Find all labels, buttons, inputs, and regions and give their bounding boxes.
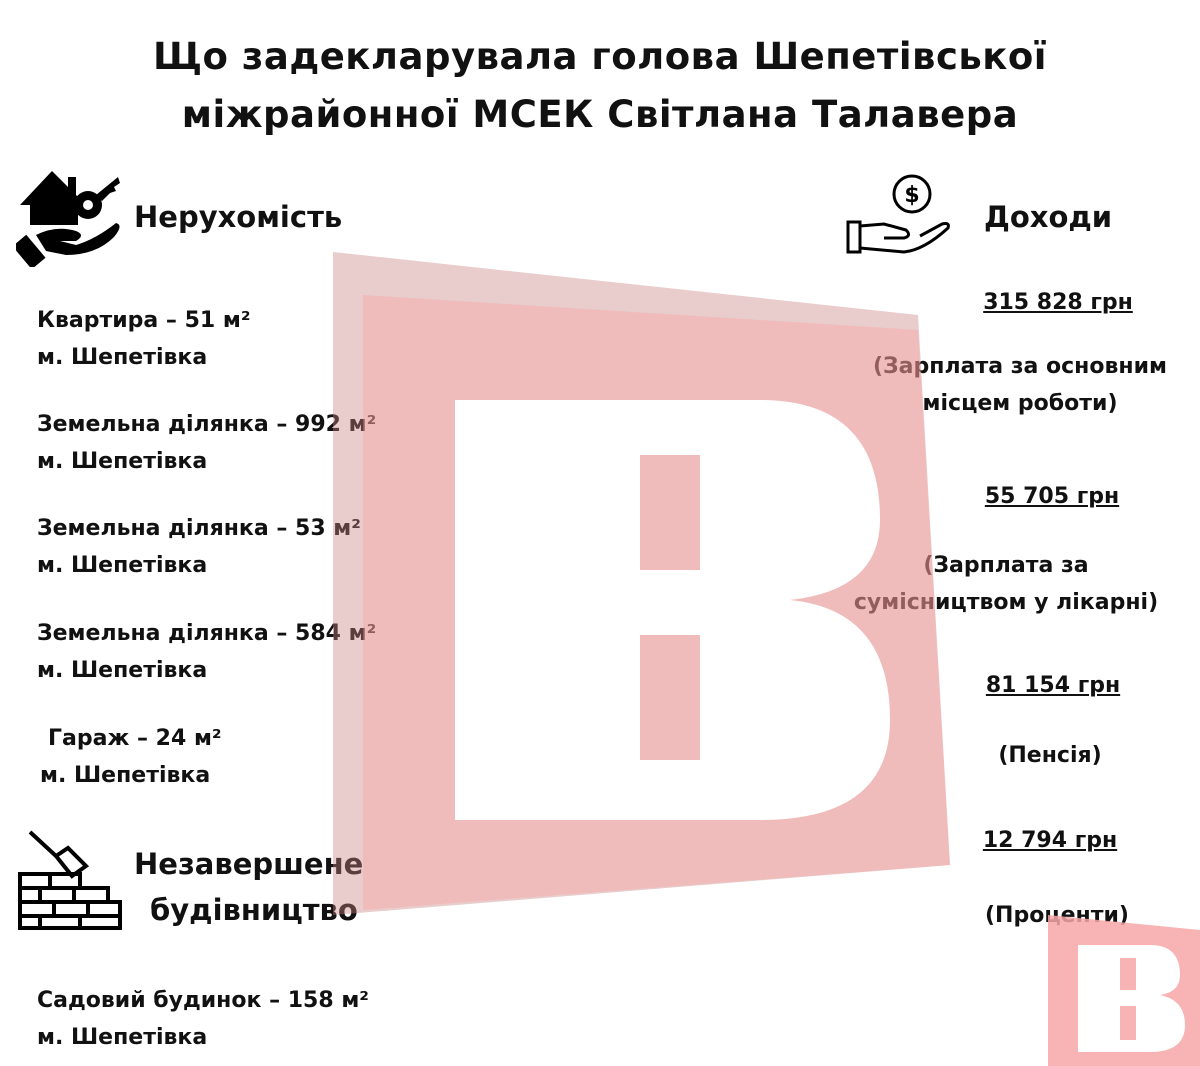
income-amount: 315 828 грн <box>983 290 1133 315</box>
property-item: Квартира – 51 м² м. Шепетівка <box>37 308 251 370</box>
income-note: (Пенсія) <box>998 743 1102 768</box>
property-item: Земельна ділянка – 53 м² м. Шепетівка <box>37 516 361 578</box>
income-amount: 81 154 грн <box>985 673 1121 698</box>
property-heading: Нерухомість <box>134 200 343 234</box>
income-amount: 55 705 грн <box>984 484 1120 509</box>
property-item: Земельна ділянка – 992 м² м. Шепетівка <box>37 412 377 474</box>
income-note: (Зарплата за сумісництвом у лікарні) <box>853 553 1159 615</box>
page-title: Що задекларувала голова Шепетівської між… <box>153 35 1047 136</box>
income-heading: Доходи <box>984 200 1113 234</box>
property-item: Земельна ділянка – 584 м² м. Шепетівка <box>37 621 377 683</box>
income-note: (Проценти) <box>985 903 1129 928</box>
house-key-hand-icon <box>16 171 120 267</box>
income-note: (Зарплата за основним місцем роботи) <box>873 354 1167 416</box>
brick-wall-trowel-icon <box>18 830 122 930</box>
money-hand-icon: $ <box>846 174 950 254</box>
construction-heading: Незавершене будівництво <box>134 847 364 927</box>
property-item: Гараж – 24 м² м. Шепетівка <box>40 726 222 788</box>
construction-item: Садовий будинок – 158 м² м. Шепетівка <box>37 988 369 1050</box>
svg-text:$: $ <box>904 183 919 208</box>
income-amount: 12 794 грн <box>982 828 1118 853</box>
